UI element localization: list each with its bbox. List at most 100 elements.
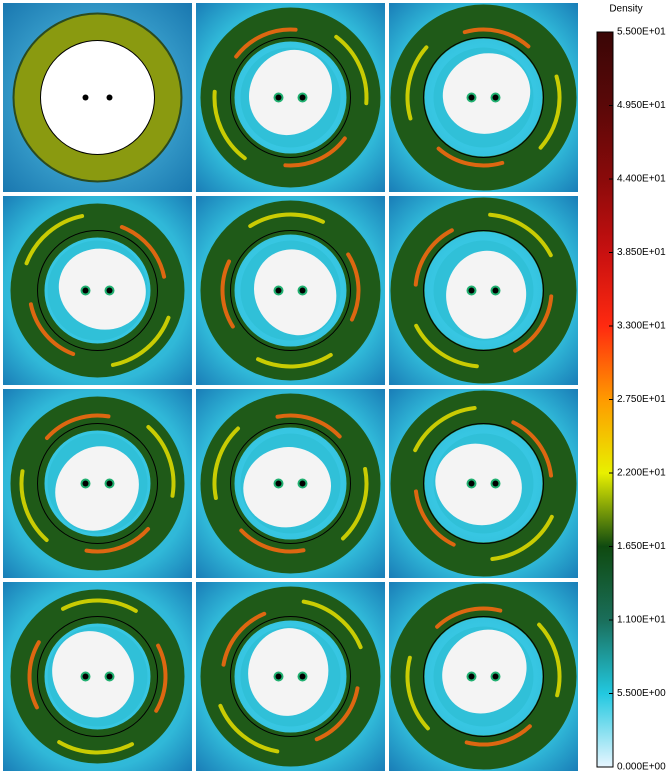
cavity — [58, 248, 146, 330]
streak — [436, 146, 505, 168]
streak — [341, 466, 369, 541]
orbit — [230, 616, 351, 737]
streak — [488, 212, 553, 258]
streak — [110, 315, 171, 367]
panel — [3, 582, 192, 771]
streak — [490, 514, 554, 561]
tick-label: 5.500E+00 — [617, 688, 666, 699]
panel — [389, 582, 578, 771]
streak — [146, 425, 176, 498]
disk-ring — [200, 393, 381, 574]
tick-label: 2.200E+01 — [617, 468, 666, 479]
tick-label: 2.750E+01 — [617, 394, 666, 405]
cavity — [442, 53, 531, 134]
disk-ring — [200, 586, 381, 767]
panel — [3, 389, 192, 578]
tick-label: 1.650E+01 — [617, 541, 666, 552]
streak — [275, 413, 342, 439]
panel — [196, 196, 385, 385]
streak — [462, 27, 531, 49]
streak — [220, 259, 235, 329]
cavity — [249, 49, 333, 136]
star — [106, 287, 113, 294]
panel — [196, 3, 385, 192]
star — [275, 94, 282, 101]
star — [299, 94, 306, 101]
tick-label: 0.000E+00 — [617, 762, 666, 773]
star — [468, 673, 475, 680]
streak — [57, 740, 135, 755]
streak — [414, 323, 479, 369]
tick-label: 4.950E+01 — [617, 100, 666, 111]
orbit — [230, 423, 351, 544]
star — [275, 480, 282, 487]
cavity — [435, 443, 522, 526]
streak — [28, 302, 76, 356]
cavity — [248, 628, 329, 716]
star — [492, 673, 499, 680]
streak — [27, 640, 41, 710]
orbit — [37, 616, 158, 737]
star — [492, 480, 499, 487]
streak — [283, 136, 347, 168]
streak — [119, 225, 167, 279]
cavity — [254, 249, 337, 336]
colorbar-title: Density — [609, 4, 642, 15]
panel — [196, 389, 385, 578]
orbit — [423, 230, 544, 351]
streak — [24, 214, 85, 266]
disk-ring — [200, 7, 381, 188]
streak — [256, 352, 333, 369]
disk-ring — [10, 203, 185, 378]
streak — [405, 655, 430, 731]
streak — [413, 406, 477, 453]
star — [82, 287, 89, 294]
cavity — [55, 446, 139, 531]
cavity — [243, 447, 332, 528]
star — [275, 287, 282, 294]
streak — [60, 598, 138, 613]
streak — [334, 34, 369, 106]
disk-ring — [390, 197, 577, 384]
streak — [314, 686, 360, 742]
panel — [3, 3, 192, 192]
panel — [389, 3, 578, 192]
star — [82, 673, 89, 680]
orbit — [230, 230, 351, 351]
panels — [3, 3, 578, 771]
star — [299, 480, 306, 487]
star — [275, 673, 282, 680]
disk-ring — [200, 200, 381, 381]
streak — [513, 294, 554, 353]
streak — [537, 622, 562, 698]
streak — [464, 724, 532, 747]
tick-label: 3.850E+01 — [617, 247, 666, 258]
streak — [218, 703, 280, 754]
streak — [405, 45, 429, 121]
star — [82, 480, 89, 487]
orbit — [423, 616, 544, 737]
star — [106, 480, 113, 487]
orbit — [423, 423, 544, 544]
streak — [221, 611, 267, 667]
panel — [389, 389, 578, 578]
disk-ring — [390, 390, 577, 577]
orbit — [423, 37, 544, 158]
cavity — [442, 629, 527, 714]
streak — [234, 27, 298, 59]
cavity — [446, 250, 527, 339]
tick-label: 5.500E+01 — [617, 27, 666, 38]
panel — [196, 582, 385, 771]
orbit — [37, 423, 158, 544]
tick-label: 4.400E+01 — [617, 174, 666, 185]
star — [492, 287, 499, 294]
streak — [413, 228, 454, 287]
streak — [435, 606, 503, 629]
star — [82, 94, 89, 101]
star — [468, 287, 475, 294]
streak — [538, 74, 562, 150]
panel — [389, 196, 578, 385]
star — [299, 287, 306, 294]
star — [492, 94, 499, 101]
